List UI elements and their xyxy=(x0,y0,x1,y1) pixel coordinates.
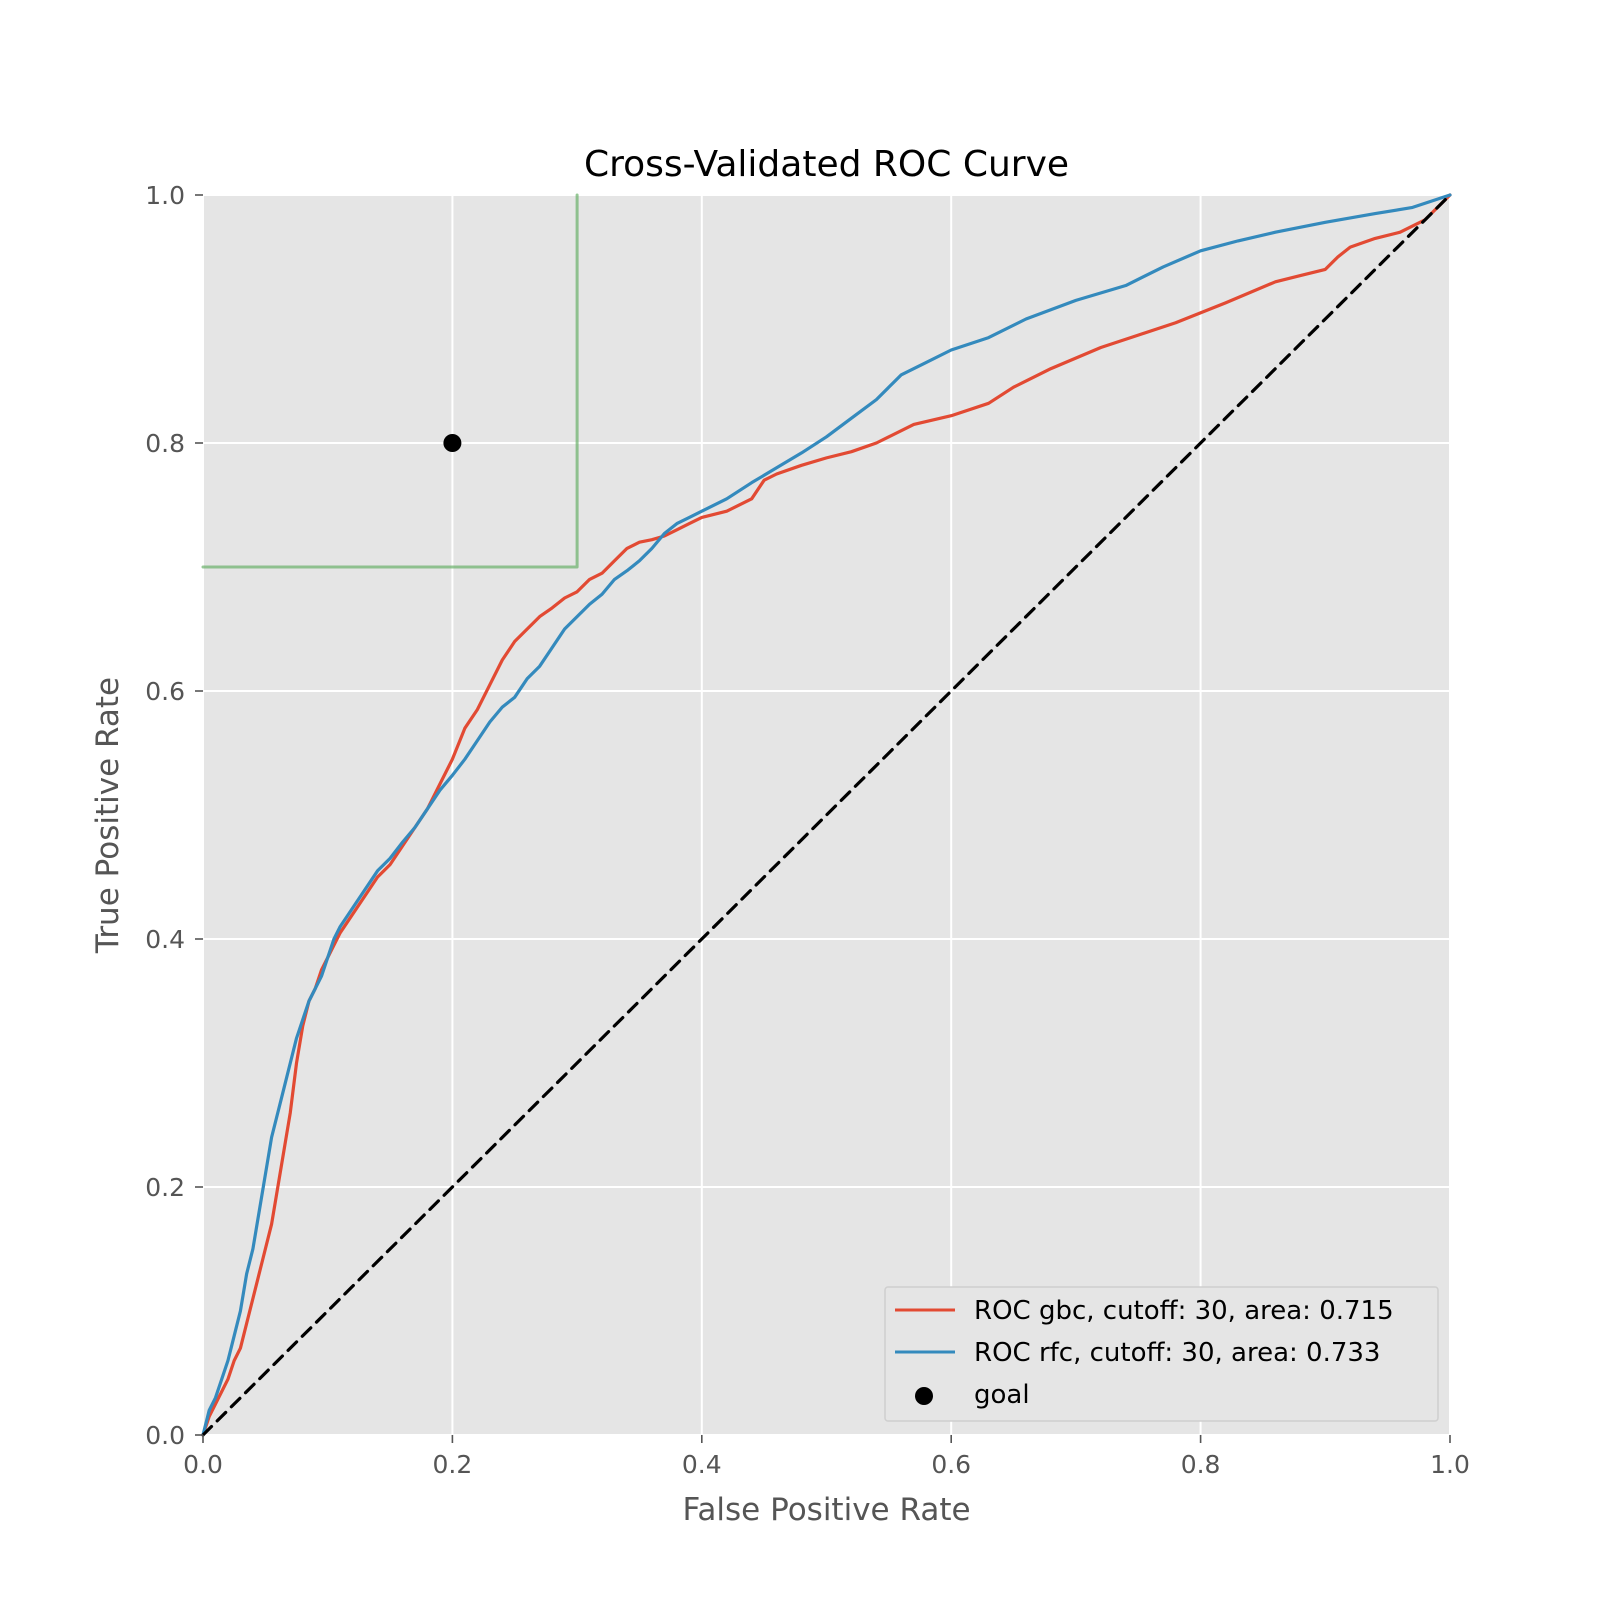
series-line-rfc xyxy=(201,193,1452,1437)
legend-label-rfc: ROC rfc, cutoff: 30, area: 0.733 xyxy=(974,1338,1380,1368)
x-tick-label: 0.2 xyxy=(433,1450,473,1479)
legend-frame xyxy=(884,1286,1439,1422)
y-tick-label: 0.0 xyxy=(145,1421,185,1450)
chart-title: Cross-Validated ROC Curve xyxy=(584,144,1069,185)
grid-lines xyxy=(202,194,1451,1436)
ticks-layer: 0.0 0.2 0.4 0.6 0.8 1.0 0.0 0.2 0.4 0.6 0.8 1.0 xyxy=(145,181,1470,1479)
points-layer xyxy=(443,434,462,452)
legend: ROC gbc, cutoff: 30, area: 0.715 ROC rfc… xyxy=(884,1286,1439,1422)
diagonal-reference-line xyxy=(201,193,1452,1437)
x-tick-label: 0.8 xyxy=(1181,1450,1221,1479)
x-tick-label: 0.4 xyxy=(682,1450,722,1479)
y-tick-label: 0.2 xyxy=(145,1173,185,1202)
x-tick-label: 1.0 xyxy=(1430,1450,1470,1479)
x-tick-label: 0.0 xyxy=(183,1450,223,1479)
target-region-line xyxy=(201,193,579,569)
x-tick-label: 0.6 xyxy=(931,1450,971,1479)
series-line-gbc xyxy=(201,193,1452,1437)
x-axis-label: False Positive Rate xyxy=(682,1492,970,1528)
y-tick-label: 0.6 xyxy=(145,677,185,706)
legend-label-gbc: ROC gbc, cutoff: 30, area: 0.715 xyxy=(974,1296,1394,1326)
y-tick-label: 0.8 xyxy=(145,429,185,458)
y-axis-label: True Positive Rate xyxy=(90,677,126,954)
series-layer xyxy=(201,193,1452,1437)
y-tick-label: 1.0 xyxy=(145,181,185,210)
y-tick-label: 0.4 xyxy=(145,925,185,954)
goal-point xyxy=(443,434,462,452)
legend-marker-goal xyxy=(915,1387,933,1405)
legend-label-goal: goal xyxy=(974,1380,1030,1410)
